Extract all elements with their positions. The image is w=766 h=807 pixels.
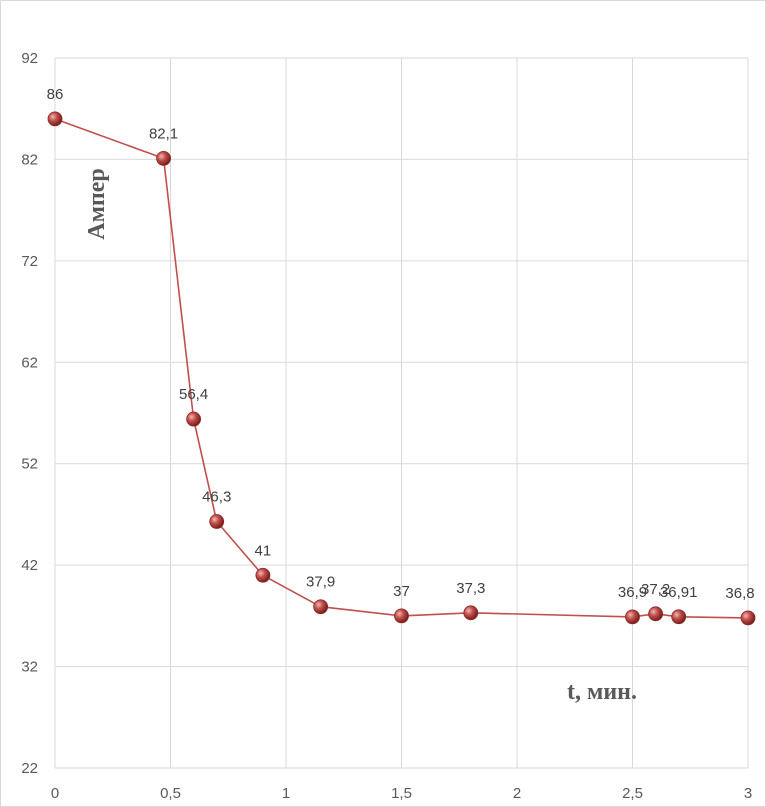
data-label: 37,2	[641, 581, 670, 598]
data-point	[671, 609, 687, 625]
x-axis-title: t, мин.	[567, 679, 637, 705]
data-label: 82,1	[149, 125, 178, 142]
data-labels: 86 82,1 56,4 46,3 41 37,9 37 37,3 36,937,236,91 3…	[47, 86, 755, 602]
y-tick-label: 52	[21, 456, 38, 473]
data-label: 56,4	[179, 386, 208, 403]
y-tick-label: 32	[21, 659, 38, 676]
x-tick-label: 2	[513, 785, 521, 802]
data-label: 36,91	[660, 584, 698, 601]
x-tick-label: 1	[282, 785, 290, 802]
data-label: 37,9	[306, 574, 335, 591]
x-tick-label: 2,5	[622, 785, 643, 802]
y-axis-title: Ампер	[84, 168, 110, 240]
data-point	[625, 609, 640, 625]
data-point	[463, 605, 479, 621]
x-tick-label: 0	[51, 785, 59, 802]
data-label: 86	[47, 86, 64, 103]
data-point	[394, 608, 409, 624]
data-label: 37,3	[456, 580, 485, 597]
series-markers	[47, 111, 756, 626]
y-tick-label: 22	[21, 760, 38, 777]
data-point	[255, 567, 271, 583]
y-tick-label: 42	[21, 557, 38, 574]
data-label: 36,9	[618, 584, 647, 601]
data-point	[156, 151, 171, 166]
y-tick-label: 92	[21, 50, 38, 67]
data-label: 36,8	[725, 585, 754, 602]
x-tick-label: 3	[744, 785, 752, 802]
tick-labels: 22 32 42 52 62 72 82 92 0 0,5 1 1,5 2 2,5 3	[21, 50, 752, 802]
data-point	[186, 411, 202, 427]
data-point	[313, 599, 329, 615]
data-point	[740, 610, 756, 626]
data-label: 37	[393, 583, 410, 600]
data-point	[209, 514, 225, 529]
data-label: 46,3	[202, 489, 231, 506]
x-tick-label: 1,5	[391, 785, 412, 802]
y-tick-label: 72	[21, 253, 38, 270]
y-tick-label: 62	[21, 354, 38, 371]
data-point	[648, 606, 663, 622]
data-label: 41	[255, 542, 272, 559]
x-tick-label: 0,5	[160, 785, 181, 802]
y-tick-label: 82	[21, 151, 38, 168]
grid	[54, 57, 749, 769]
data-point	[47, 111, 63, 127]
